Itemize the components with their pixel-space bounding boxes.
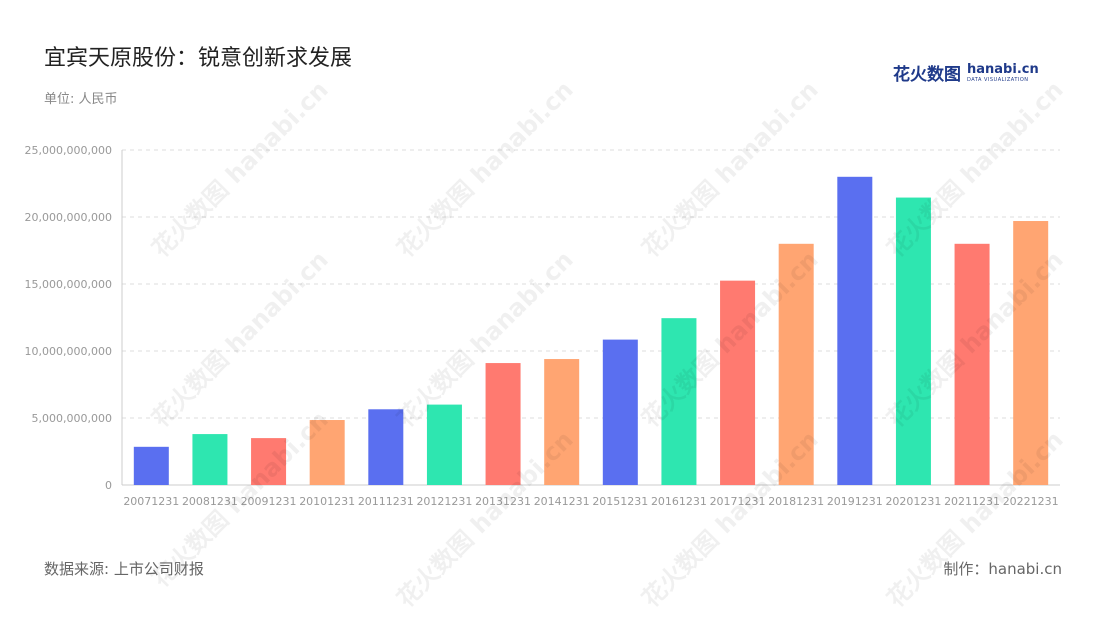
bar [1013, 221, 1049, 485]
bar [133, 446, 169, 485]
x-tick-label: 20071231 [123, 495, 179, 508]
x-tick-label: 20081231 [182, 495, 238, 508]
x-tick-label: 20161231 [651, 495, 707, 508]
bar [661, 318, 697, 485]
logo-cn-text: 花火数图 [893, 65, 961, 85]
bar [309, 420, 345, 485]
x-tick-label: 20131231 [475, 495, 531, 508]
x-tick-label: 20221231 [1003, 495, 1059, 508]
y-tick-label: 20,000,000,000 [25, 211, 112, 224]
bar [485, 363, 521, 485]
logo-sub-text: DATA VISUALIZATION [967, 76, 1029, 83]
x-tick-label: 20191231 [827, 495, 883, 508]
bar [720, 280, 756, 485]
bar [602, 339, 638, 485]
bar [426, 404, 462, 485]
data-source: 数据来源: 上市公司财报 [44, 560, 204, 578]
bar [954, 243, 990, 485]
chart-title: 宜宾天原股份：锐意创新求发展 [44, 46, 353, 71]
x-tick-label: 20141231 [534, 495, 590, 508]
x-tick-label: 20091231 [241, 495, 297, 508]
y-tick-label: 0 [105, 479, 112, 492]
bar [192, 434, 228, 485]
bar [368, 409, 404, 485]
logo-en-block: hanabi.cn DATA VISUALIZATION [967, 63, 1039, 83]
credit-label: 制作：hanabi.cn [943, 560, 1062, 578]
x-tick-label: 20151231 [592, 495, 648, 508]
bar [778, 243, 814, 485]
unit-label: 单位: 人民币 [44, 92, 118, 107]
y-tick-label: 10,000,000,000 [25, 345, 112, 358]
x-tick-label: 20101231 [299, 495, 355, 508]
x-tick-label: 20211231 [944, 495, 1000, 508]
bar [544, 359, 580, 485]
bar [895, 197, 931, 485]
bar [837, 176, 873, 486]
y-tick-label: 15,000,000,000 [25, 278, 112, 291]
x-tick-label: 20111231 [358, 495, 414, 508]
x-tick-label: 20121231 [416, 495, 472, 508]
x-tick-label: 20171231 [710, 495, 766, 508]
x-tick-label: 20201231 [885, 495, 941, 508]
x-tick-label: 20181231 [768, 495, 824, 508]
y-tick-label: 5,000,000,000 [32, 412, 112, 425]
y-tick-label: 25,000,000,000 [25, 144, 112, 157]
bar [251, 438, 287, 485]
logo-en-text: hanabi.cn [967, 61, 1039, 77]
brand-logo: 花火数图 hanabi.cn DATA VISUALIZATION [893, 60, 1039, 86]
